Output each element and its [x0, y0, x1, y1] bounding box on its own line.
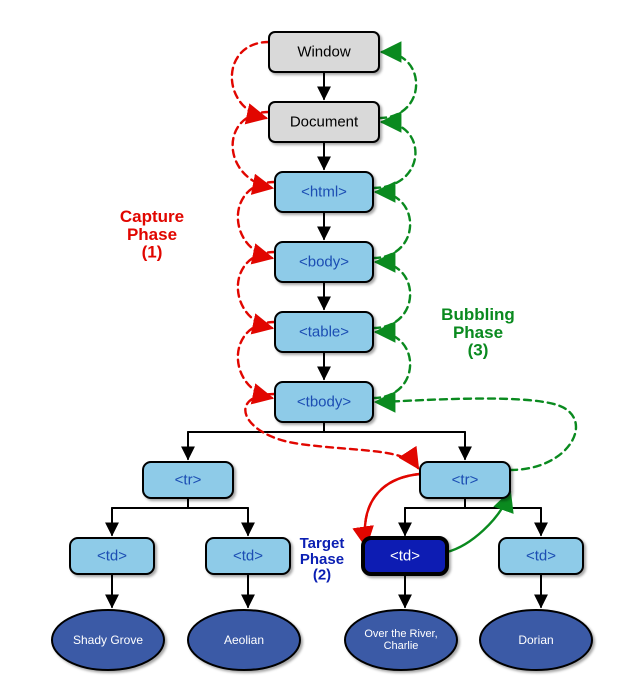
node-label: <body>	[299, 254, 349, 271]
node-label: <td>	[390, 548, 420, 565]
node-td3: <td>	[363, 538, 447, 574]
capture-arrow	[233, 112, 272, 188]
node-label: <table>	[299, 324, 349, 341]
leaf-leaf4: Dorian	[480, 610, 592, 670]
node-label: <html>	[301, 184, 347, 201]
node-label: <td>	[526, 548, 556, 565]
node-body: <body>	[275, 242, 373, 282]
bubble-arrow	[373, 192, 410, 258]
capture-arrow	[238, 322, 275, 398]
capture-arrow	[232, 42, 269, 118]
leaf-leaf2: Aeolian	[188, 610, 300, 670]
capture-arrow	[365, 474, 420, 546]
node-label: <tr>	[452, 472, 479, 489]
leaf-label: Dorian	[518, 633, 553, 647]
node-tbody: <tbody>	[275, 382, 373, 422]
node-tr1: <tr>	[143, 462, 233, 498]
event-flow-diagram: Window Document <html> <body> <table> <tbody>…	[0, 0, 639, 683]
node-td2: <td>	[206, 538, 290, 574]
annotation-capture: CapturePhase(1)	[120, 207, 184, 262]
node-window: Window	[269, 32, 379, 72]
node-label: Window	[297, 44, 351, 61]
bubble-arrow	[373, 332, 410, 398]
node-label: <td>	[233, 548, 263, 565]
annotation-target: TargetPhase(2)	[300, 535, 345, 584]
leaf-label: Shady Grove	[73, 633, 143, 647]
node-td1: <td>	[70, 538, 154, 574]
node-label: Document	[290, 114, 359, 131]
bubble-arrow	[379, 52, 416, 118]
node-table: <table>	[275, 312, 373, 352]
node-tr2: <tr>	[420, 462, 510, 498]
leaf-label: Aeolian	[224, 633, 264, 647]
capture-arrow	[238, 182, 275, 258]
capture-arrow	[238, 252, 275, 328]
node-html: <html>	[275, 172, 373, 212]
annotation-bubble: BubblingPhase(3)	[441, 305, 515, 360]
bubble-arrow	[376, 399, 576, 470]
bubble-arrow	[373, 262, 410, 328]
node-td4: <td>	[499, 538, 583, 574]
node-label: <td>	[97, 548, 127, 565]
leaf-leaf1: Shady Grove	[52, 610, 164, 670]
node-label: <tbody>	[297, 394, 351, 411]
capture-arrow	[365, 474, 420, 546]
leaf-leaf3: Over the River,Charlie	[345, 610, 457, 670]
node-label: <tr>	[175, 472, 202, 489]
node-document: Document	[269, 102, 379, 142]
